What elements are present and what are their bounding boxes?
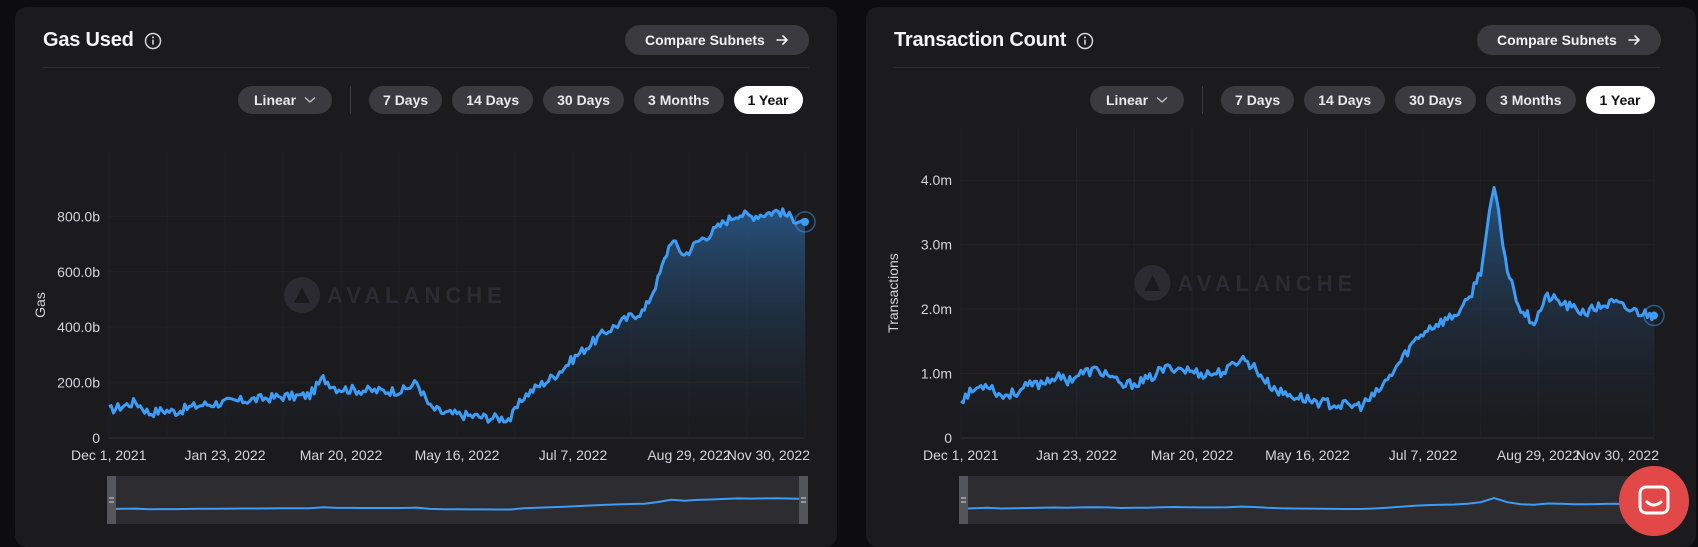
end-marker-ring	[794, 211, 816, 233]
range-30-days[interactable]: 30 Days	[1395, 86, 1477, 114]
y-axis-label: Transactions	[885, 253, 901, 333]
y-tick-label: 4.0m	[921, 172, 952, 188]
x-tick-label: Aug 29, 2022	[647, 447, 731, 463]
y-tick-label: 400.0b	[57, 319, 100, 335]
x-tick-label: Jan 23, 2022	[1036, 447, 1117, 463]
grid	[960, 128, 1655, 439]
x-tick-label: Dec 1, 2021	[923, 447, 999, 463]
info-icon[interactable]	[144, 32, 162, 50]
arrow-right-icon	[1628, 35, 1640, 45]
avalanche-watermark: AVALANCHE	[1134, 265, 1358, 301]
x-tick-label: Mar 20, 2022	[300, 447, 383, 463]
range-3-months[interactable]: 3 Months	[1486, 86, 1576, 114]
x-tick-label: Mar 20, 2022	[1151, 447, 1234, 463]
range-7-days[interactable]: 7 Days	[369, 86, 443, 114]
brush-handle[interactable]	[107, 476, 116, 524]
chat-icon	[1638, 485, 1670, 515]
y-tick-label: 3.0m	[921, 237, 952, 253]
y-tick-label: 0	[92, 430, 100, 446]
range-14-days[interactable]: 14 Days	[1304, 86, 1386, 114]
compare-subnets-label: Compare Subnets	[1497, 32, 1617, 48]
area-fill	[961, 187, 1654, 438]
range-controls: Linear 7 Days 14 Days 30 Days 3 Months 1…	[238, 86, 803, 114]
transaction-count-title: Transaction Count	[894, 29, 1067, 51]
avalanche-logo-mark	[1144, 275, 1161, 291]
series-line	[960, 186, 1656, 413]
y-axis-label: Gas	[32, 292, 48, 318]
range-1-year[interactable]: 1 Year	[733, 86, 803, 114]
range-14-days[interactable]: 14 Days	[452, 86, 534, 114]
header-divider	[894, 67, 1660, 68]
y-tick-label: 1.0m	[921, 366, 952, 382]
brush-handle[interactable]	[799, 476, 808, 524]
watermark-label: AVALANCHE	[327, 283, 507, 308]
chevron-down-icon	[304, 96, 316, 103]
transaction-count-panel: Transaction Count Compare Subnets Linear…	[866, 7, 1696, 547]
x-tick-label: Jan 23, 2022	[185, 447, 266, 463]
end-marker-point	[801, 217, 809, 226]
scale-select[interactable]: Linear	[238, 86, 333, 114]
x-tick-label: Dec 1, 2021	[71, 447, 147, 463]
range-3-months[interactable]: 3 Months	[634, 86, 724, 114]
compare-subnets-label: Compare Subnets	[645, 32, 765, 48]
end-marker-point	[1650, 311, 1658, 320]
controls-divider	[350, 86, 352, 114]
avalanche-watermark: AVALANCHE	[284, 277, 507, 313]
y-tick-label: 2.0m	[921, 301, 952, 317]
transaction-count-header: Transaction Count	[894, 29, 1094, 52]
range-7-days[interactable]: 7 Days	[1221, 86, 1295, 114]
compare-subnets-button[interactable]: Compare Subnets	[625, 25, 809, 55]
range-brush	[959, 476, 1657, 524]
brush-line	[960, 497, 1655, 510]
x-tick-label: Jul 7, 2022	[1389, 447, 1458, 463]
range-30-days[interactable]: 30 Days	[543, 86, 625, 114]
watermark-label: AVALANCHE	[1178, 271, 1358, 296]
x-tick-label: Nov 30, 2022	[727, 447, 810, 463]
end-marker-ring	[1643, 304, 1665, 327]
series-line	[108, 207, 806, 424]
info-icon[interactable]	[1076, 32, 1094, 50]
scale-select-label: Linear	[254, 92, 297, 108]
arrow-right-icon	[776, 35, 788, 45]
gas-used-title: Gas Used	[43, 29, 134, 51]
x-tick-label: May 16, 2022	[1265, 447, 1350, 463]
compare-subnets-button[interactable]: Compare Subnets	[1477, 25, 1661, 55]
y-tick-label: 0	[944, 430, 952, 446]
range-controls: Linear 7 Days 14 Days 30 Days 3 Months 1…	[1090, 86, 1655, 114]
brush-line	[108, 497, 806, 511]
avalanche-logo-mark	[294, 287, 310, 303]
y-tick-label: 800.0b	[57, 208, 100, 224]
y-tick-label: 200.0b	[57, 375, 100, 391]
x-tick-label: Nov 30, 2022	[1576, 447, 1659, 463]
controls-divider	[1202, 86, 1204, 114]
range-brush	[107, 476, 808, 524]
x-tick-label: Jul 7, 2022	[539, 447, 608, 463]
x-tick-label: Aug 29, 2022	[1497, 447, 1581, 463]
y-tick-label: 600.0b	[57, 264, 100, 280]
scale-select-label: Linear	[1106, 92, 1149, 108]
brush-handle[interactable]	[959, 476, 968, 524]
range-1-year[interactable]: 1 Year	[1585, 86, 1655, 114]
brush-track	[959, 476, 1656, 524]
gas-used-chart[interactable]: 0 200.0b 400.0b 600.0b 800.0b AVALANCHE Gas Dec…	[15, 7, 837, 547]
scale-select[interactable]: Linear	[1090, 86, 1185, 114]
gas-used-panel: Gas Used Compare Subnets Linear 7 Days 1…	[15, 7, 837, 547]
header-divider	[43, 67, 809, 68]
area-fill	[109, 208, 805, 438]
transaction-count-chart[interactable]: 0 1.0m 2.0m 3.0m 4.0m AVALANCHE Transactions De…	[866, 7, 1696, 547]
gas-used-header: Gas Used	[43, 29, 162, 52]
x-tick-label: May 16, 2022	[415, 447, 500, 463]
chevron-down-icon	[1156, 96, 1168, 103]
chat-support-button[interactable]	[1619, 466, 1689, 536]
